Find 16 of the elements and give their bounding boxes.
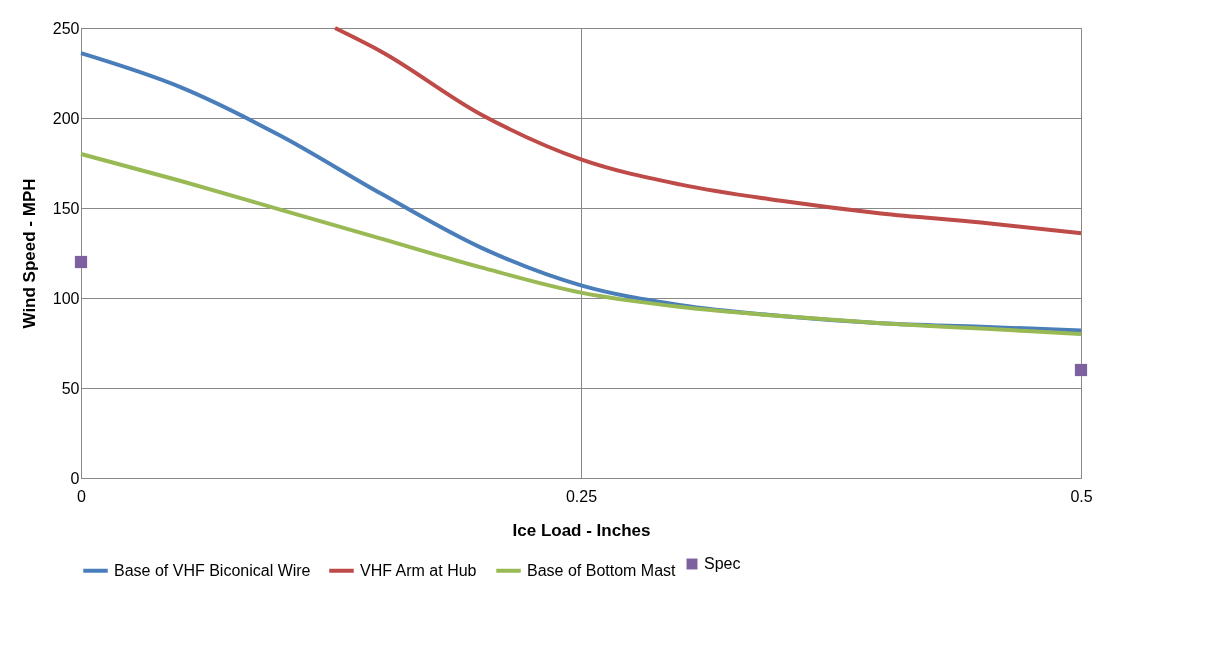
x-tick-label: 0.25 [565,487,598,505]
line-series [333,26,1083,236]
legend-label: Base of Bottom Mast [527,561,677,579]
y-tick-label: 200 [52,109,80,127]
legend-label: Spec [704,555,741,572]
x-axis-title: Ice Load - Inches [512,520,651,540]
x-tick-label: 0.5 [1070,487,1093,505]
legend-label: Base of VHF Biconical Wire [114,561,311,579]
y-tick-label: 150 [52,199,80,217]
y-tick-label: 0 [70,469,80,487]
line-series [79,152,1083,336]
y-tick-label: 50 [61,379,80,397]
legend-label: VHF Arm at Hub [360,561,477,579]
y-axis-title: Wind Speed - MPH [19,178,39,329]
y-tick-label: 250 [52,19,80,37]
y-tick-label: 100 [52,289,80,307]
